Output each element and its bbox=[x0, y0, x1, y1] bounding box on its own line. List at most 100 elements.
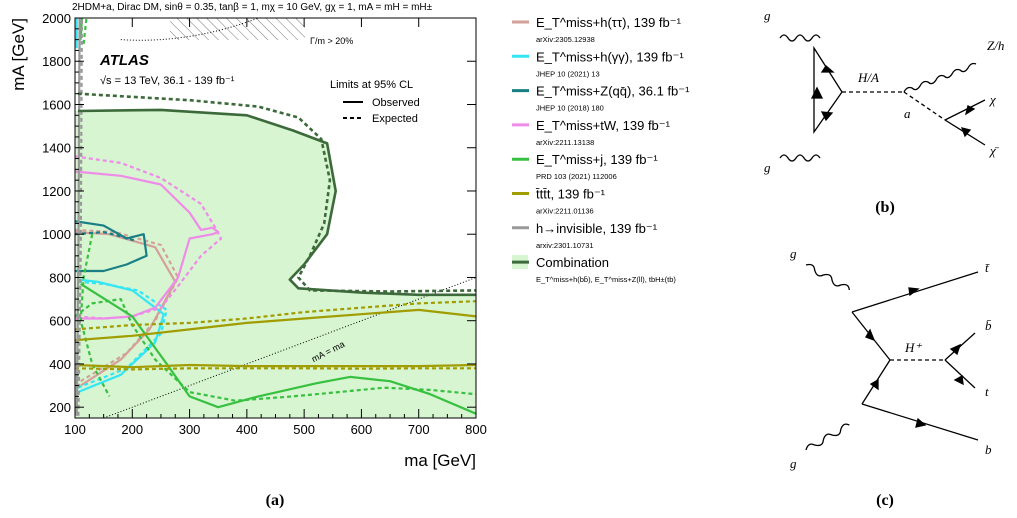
panel-c-caption: (c) bbox=[876, 492, 894, 509]
panel-a-caption: (a) bbox=[266, 492, 285, 509]
legend-ref-0: arXiv:2305.12938 bbox=[536, 35, 595, 44]
observed-label: Observed bbox=[372, 97, 420, 109]
width-hatched-region bbox=[170, 18, 305, 40]
y-tick-label: 1200 bbox=[42, 184, 71, 199]
label-g-top-b: g bbox=[764, 8, 771, 23]
legend-label-6: h→invisible, 139 fb⁻¹ bbox=[536, 221, 658, 236]
x-tick-label: 500 bbox=[293, 422, 315, 437]
plot-area: 100 200 300 400 500 600 700 800 200 400 600 800 1000… bbox=[42, 11, 487, 437]
series-5-observed-low bbox=[75, 363, 476, 369]
chi-line bbox=[944, 99, 986, 121]
legend-label-7: Combination bbox=[536, 255, 609, 270]
gluon-line-top-c bbox=[805, 263, 850, 291]
series-7-observed bbox=[77, 108, 476, 297]
x-tick-label: 200 bbox=[121, 422, 143, 437]
legend-ref-5: arXiv:2211.01136 bbox=[536, 207, 594, 216]
series-layer bbox=[75, 18, 476, 416]
boson-Z-line bbox=[903, 62, 977, 93]
series-6-expected bbox=[77, 18, 83, 416]
label-g-top-c: g bbox=[790, 246, 797, 261]
series-2-observed bbox=[75, 220, 148, 273]
x-tick-label: 800 bbox=[465, 422, 487, 437]
y-tick-label: 800 bbox=[49, 270, 71, 285]
panel-b-caption: (b) bbox=[875, 199, 895, 216]
label-g-bottom-c: g bbox=[790, 456, 797, 471]
label-Hplus: H⁺ bbox=[904, 340, 922, 355]
arrow-b bbox=[915, 417, 927, 428]
width-boundary-curve bbox=[120, 18, 259, 41]
gluon-line-bottom-c bbox=[805, 423, 850, 451]
series-3-observed bbox=[75, 170, 220, 320]
label-HA: H/A bbox=[857, 70, 879, 85]
legend-label-5: t̄tt̄t, 139 fb⁻¹ bbox=[536, 187, 606, 202]
x-tick-label: 600 bbox=[351, 422, 373, 437]
x-tick-label: 300 bbox=[179, 422, 201, 437]
arrow-chi bbox=[964, 105, 976, 116]
feynman-diagram-b bbox=[779, 34, 986, 162]
label-g-bottom-b: g bbox=[764, 160, 771, 175]
arrow-b1 bbox=[820, 65, 835, 73]
legend-label-1: E_T^miss+h(γγ), 139 fb⁻¹ bbox=[536, 49, 684, 64]
label-t: t bbox=[985, 384, 989, 399]
expected-label: Expected bbox=[372, 113, 418, 125]
arrow-t bbox=[953, 374, 964, 386]
series-4-observed bbox=[80, 282, 476, 415]
legend-ref-6: arxiv:2301.10731 bbox=[536, 241, 594, 250]
atlas-label: ATLAS bbox=[99, 52, 149, 69]
y-axis-label: mA [GeV] bbox=[9, 18, 28, 91]
series-5-observed bbox=[75, 308, 476, 342]
arrow-chibar bbox=[960, 127, 972, 138]
limits-label: Limits at 95% CL bbox=[330, 79, 413, 91]
y-tick-label: 600 bbox=[49, 314, 71, 329]
label-Zh: Z/h bbox=[987, 38, 1004, 53]
width-label: Γ/m > 20% bbox=[310, 36, 353, 46]
x-tick-label: 100 bbox=[64, 422, 86, 437]
series-2-expected bbox=[75, 231, 136, 242]
label-bbar: b̄ bbox=[985, 318, 992, 333]
arrow-bbar bbox=[949, 343, 962, 356]
y-tick-label: 1400 bbox=[42, 141, 71, 156]
label-a: a bbox=[904, 106, 911, 121]
y-tick-label: 1600 bbox=[42, 97, 71, 112]
label-chi: χ bbox=[988, 92, 996, 107]
gluon-line-top-b bbox=[779, 34, 821, 42]
y-tick-label: 400 bbox=[49, 357, 71, 372]
x-tick-label: 700 bbox=[408, 422, 430, 437]
label-b: b bbox=[985, 442, 992, 457]
feynman-diagram-c bbox=[805, 263, 979, 451]
series-1-observed bbox=[77, 278, 165, 394]
arrow-top-c bbox=[865, 328, 876, 342]
y-tick-label: 1000 bbox=[42, 227, 71, 242]
legend-label-4: E_T^miss+j, 139 fb⁻¹ bbox=[536, 152, 658, 167]
arrow-mid-c bbox=[869, 378, 879, 391]
arrow-b2 bbox=[810, 86, 824, 99]
y-tick-label: 1800 bbox=[42, 54, 71, 69]
x-tick-label: 400 bbox=[236, 422, 258, 437]
gluon-line-bottom-b bbox=[779, 154, 821, 162]
y-tick-label: 200 bbox=[49, 400, 71, 415]
legend-label-0: E_T^miss+h(ττ), 139 fb⁻¹ bbox=[536, 15, 682, 30]
mediator-a-line bbox=[903, 91, 946, 121]
legend-ref-3: arXiv:2211.13138 bbox=[536, 138, 594, 147]
x-axis-label: ma [GeV] bbox=[404, 451, 476, 470]
legend-ref-2: JHEP 10 (2018) 180 bbox=[536, 104, 604, 113]
y-tick-label: 2000 bbox=[42, 11, 71, 26]
label-chibar: χ̄ bbox=[988, 143, 1000, 158]
series-5-expected-low bbox=[75, 367, 476, 371]
series-4-expected-top bbox=[82, 18, 88, 45]
legend-ref-1: JHEP 10 (2021) 13 bbox=[536, 69, 600, 78]
label-tbar: t̄ bbox=[985, 260, 990, 275]
chart-title: 2HDM+a, Dirac DM, sinθ = 0.35, tanβ = 1,… bbox=[72, 2, 433, 13]
arrow-b3 bbox=[820, 111, 834, 122]
legend-ref-7: E_T^miss+h(bb̄), E_T^miss+Z(ll), tbH±(tb… bbox=[536, 275, 676, 284]
legend: E_T^miss+h(ττ), 139 fb⁻¹ arXiv:2305.12938… bbox=[512, 15, 690, 284]
series-4-expected bbox=[75, 298, 476, 402]
axes-layer: 100 200 300 400 500 600 700 800 200 400 600 800 1000… bbox=[42, 11, 487, 437]
t-line bbox=[944, 359, 976, 389]
legend-ref-4: PRD 103 (2021) 112006 bbox=[536, 172, 617, 181]
arrow-tbar bbox=[908, 287, 920, 297]
diagonal-ma-equals-mA bbox=[103, 276, 476, 418]
energy-label: √s = 13 TeV, 36.1 - 139 fb⁻¹ bbox=[100, 75, 235, 87]
legend-label-2: E_T^miss+Z(qq̄), 36.1 fb⁻¹ bbox=[536, 84, 690, 99]
